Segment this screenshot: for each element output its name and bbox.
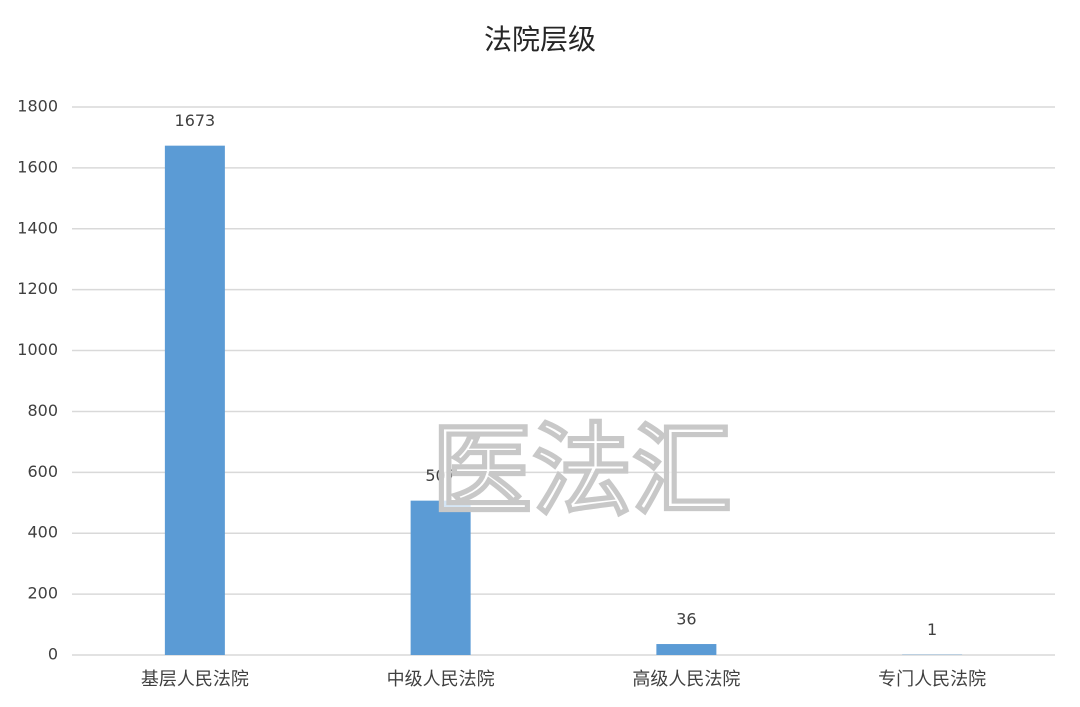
y-tick-label: 400	[27, 523, 58, 542]
watermark: 医法汇	[432, 412, 732, 529]
x-tick-label: 基层人民法院	[141, 669, 249, 690]
bar	[164, 145, 225, 656]
x-tick-label: 专门人民法院	[878, 669, 986, 690]
y-tick-label: 1200	[17, 279, 58, 298]
bar	[656, 644, 717, 655]
y-tick-label: 1400	[17, 218, 58, 237]
x-tick-label: 高级人民法院	[632, 669, 740, 690]
y-tick-label: 800	[27, 401, 58, 420]
y-tick-label: 1600	[17, 157, 58, 176]
y-tick-label: 600	[27, 462, 58, 481]
y-tick-label: 1000	[17, 340, 58, 359]
value-label: 1673	[175, 111, 216, 130]
chart-title: 法院层级	[484, 23, 596, 56]
y-tick-label: 1800	[17, 97, 58, 116]
value-label: 507	[425, 466, 456, 485]
x-tick-label: 中级人民法院	[387, 669, 495, 690]
value-label: 1	[927, 620, 937, 639]
bar	[410, 500, 471, 655]
y-tick-label: 200	[27, 584, 58, 603]
value-label: 36	[676, 610, 696, 629]
y-tick-label: 0	[48, 645, 58, 664]
